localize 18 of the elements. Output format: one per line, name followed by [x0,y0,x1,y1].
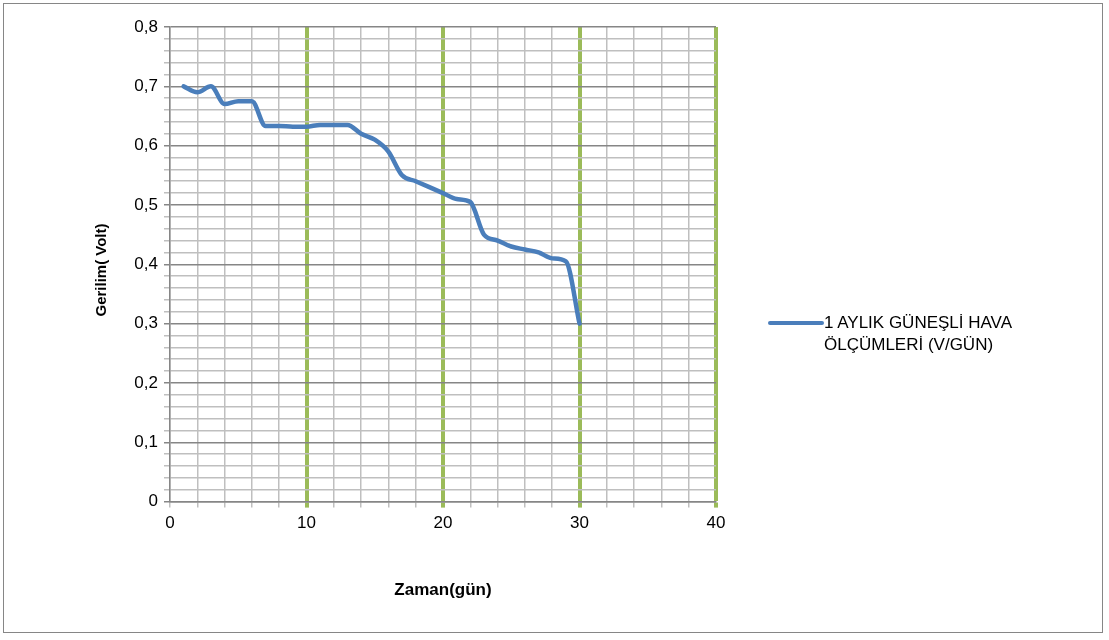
legend-label: 1 AYLIK GÜNEŞLİ HAVA ÖLÇÜMLERİ (V/GÜN) [824,312,1013,356]
x-tick-label: 10 [297,513,316,533]
line-series [181,84,582,326]
y-axis-title: Gerilim( Volt) [91,223,109,317]
y-tick-label: 0,5 [134,194,158,214]
y-tick-label: 0,7 [134,76,158,96]
y-tick-label: 0,1 [134,431,158,451]
y-tick-label: 0,2 [134,372,158,392]
y-tick-label: 0,8 [134,16,158,36]
y-tick-label: 0 [148,491,158,511]
x-tick-label: 40 [706,513,726,533]
x-tick-label: 30 [570,513,589,533]
x-tick-label: 0 [165,513,175,533]
y-tick-label: 0,6 [134,135,158,155]
x-tick-label: 20 [433,513,453,533]
y-tick-label: 0,4 [134,253,158,273]
x-axis-title: Zaman(gün) [394,580,492,600]
y-tick-label: 0,3 [134,313,158,333]
